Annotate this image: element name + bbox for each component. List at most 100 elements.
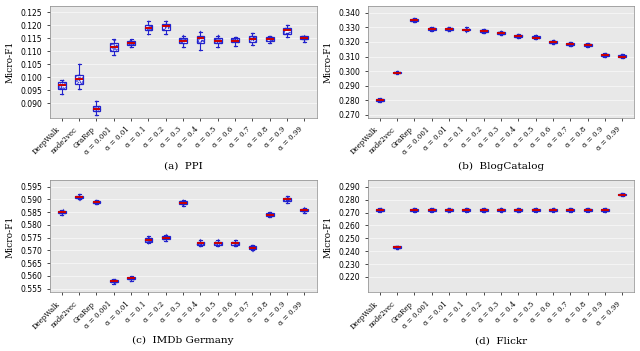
Point <box>462 26 472 32</box>
Point <box>214 38 225 44</box>
Point <box>244 36 254 41</box>
Point <box>514 33 524 39</box>
Point <box>175 40 186 45</box>
Point <box>74 193 84 199</box>
Point <box>216 39 226 45</box>
Point <box>516 34 526 40</box>
Point <box>568 41 579 47</box>
Point <box>178 45 188 50</box>
Point <box>244 244 255 249</box>
Point <box>529 208 539 213</box>
Point <box>178 33 188 38</box>
Point <box>73 77 83 82</box>
Point <box>481 207 492 212</box>
Point <box>141 238 151 244</box>
Point <box>566 207 577 212</box>
Point <box>548 207 559 212</box>
Bar <box>301 209 308 211</box>
Point <box>175 37 186 42</box>
Point <box>513 209 524 214</box>
Point <box>143 23 154 28</box>
Point <box>76 79 86 85</box>
Point <box>248 38 258 43</box>
Point <box>547 206 557 212</box>
Point <box>463 27 473 32</box>
Point <box>93 200 103 205</box>
Point <box>376 98 387 104</box>
Point <box>394 244 404 250</box>
Point <box>516 207 526 213</box>
Point <box>124 41 134 47</box>
Point <box>180 199 191 204</box>
Point <box>228 39 239 44</box>
Point <box>213 37 223 42</box>
Point <box>74 192 84 197</box>
Point <box>481 207 491 213</box>
Point <box>406 17 417 23</box>
Point <box>112 46 122 52</box>
Point <box>227 36 237 41</box>
Point <box>231 34 241 40</box>
Point <box>144 19 154 24</box>
Point <box>565 207 575 212</box>
Point <box>209 239 220 245</box>
Point <box>579 42 589 47</box>
Point <box>463 206 474 212</box>
Point <box>161 239 172 244</box>
Point <box>392 69 403 75</box>
Point <box>214 40 224 46</box>
Point <box>514 209 524 214</box>
Point <box>109 279 120 284</box>
Point <box>586 42 596 48</box>
Point <box>393 245 403 251</box>
Point <box>73 77 83 82</box>
Point <box>585 208 595 213</box>
Point <box>246 244 257 250</box>
Bar <box>196 241 204 245</box>
Point <box>568 42 578 47</box>
Point <box>428 209 438 214</box>
Point <box>546 39 556 44</box>
Point <box>248 30 259 36</box>
Point <box>194 36 204 42</box>
Point <box>176 36 186 41</box>
Point <box>463 27 474 33</box>
Point <box>551 39 561 45</box>
Point <box>56 77 67 83</box>
Point <box>409 18 419 23</box>
Point <box>280 198 290 203</box>
Point <box>179 203 189 208</box>
Point <box>88 199 99 205</box>
Point <box>617 55 627 61</box>
Point <box>478 28 488 34</box>
Point <box>163 234 173 239</box>
Point <box>233 240 243 246</box>
Bar <box>463 209 470 211</box>
Point <box>618 191 628 197</box>
Point <box>301 35 312 41</box>
Point <box>126 40 136 45</box>
Point <box>179 201 189 206</box>
Point <box>144 234 154 239</box>
Point <box>532 206 543 212</box>
Point <box>460 27 470 33</box>
Point <box>514 207 524 213</box>
Point <box>298 207 308 213</box>
Point <box>179 40 189 46</box>
Point <box>516 207 527 213</box>
Point <box>408 18 418 24</box>
Point <box>106 45 116 50</box>
Point <box>198 34 209 40</box>
Point <box>582 40 592 46</box>
Point <box>445 205 455 211</box>
Point <box>195 47 205 53</box>
Point <box>279 196 289 202</box>
Point <box>527 34 538 39</box>
Point <box>125 278 135 284</box>
Point <box>528 34 538 40</box>
Point <box>127 275 138 281</box>
Point <box>124 39 134 45</box>
Point <box>493 206 503 212</box>
Point <box>127 40 137 45</box>
Point <box>409 19 419 25</box>
